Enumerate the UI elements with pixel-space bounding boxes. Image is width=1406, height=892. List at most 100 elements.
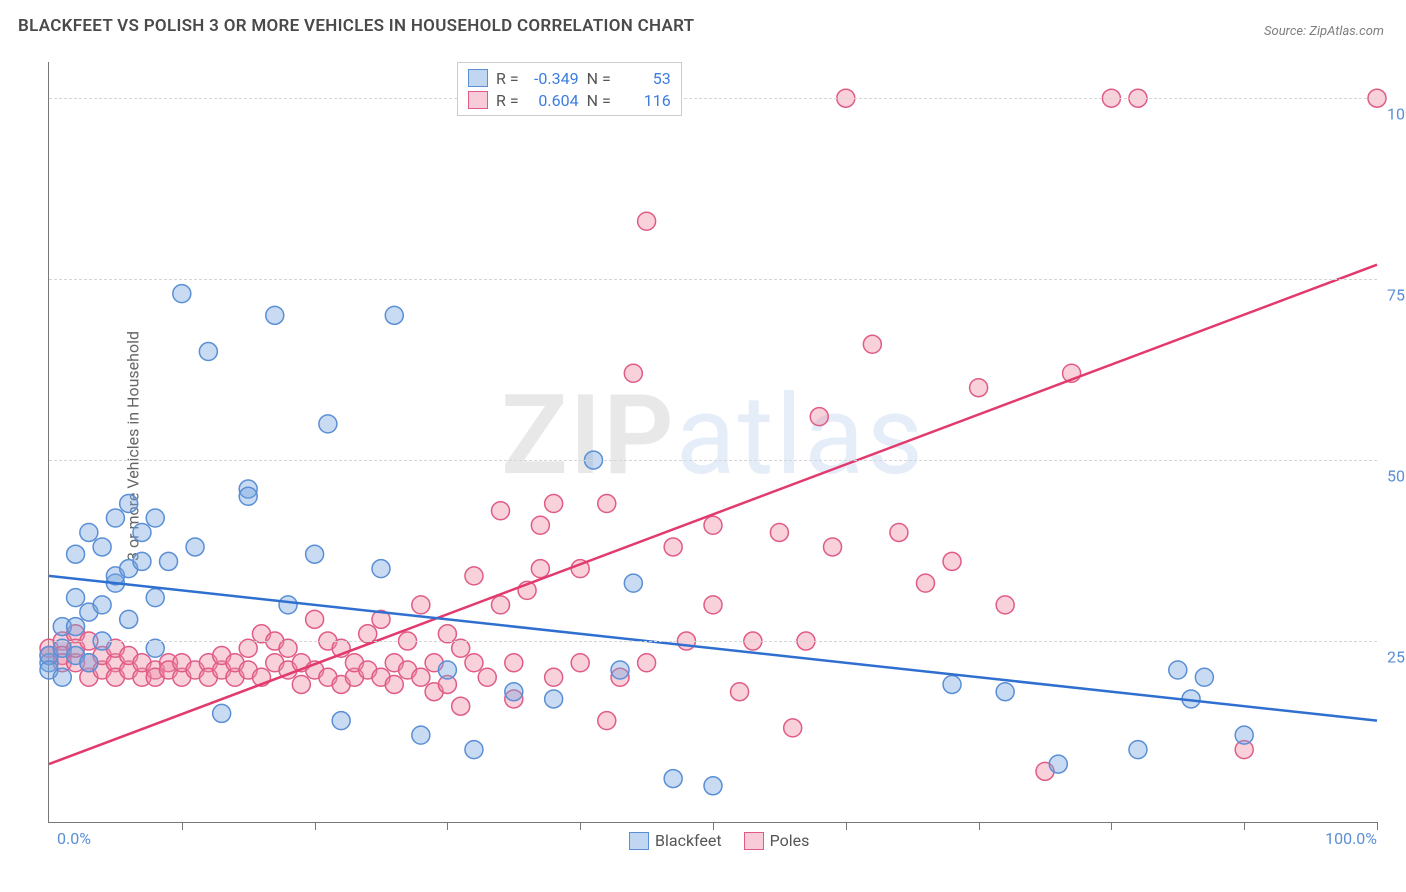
- data-point: [67, 589, 85, 607]
- n-label: N =: [587, 91, 611, 110]
- data-point: [916, 574, 934, 592]
- y-tick-label: 75.0%: [1387, 286, 1406, 305]
- data-point: [133, 552, 151, 570]
- data-point: [531, 560, 549, 578]
- data-point: [93, 538, 111, 556]
- x-tick: [182, 822, 183, 830]
- data-point: [160, 552, 178, 570]
- legend-row-poles: R = 0.604 N = 116: [468, 89, 671, 111]
- data-point: [598, 495, 616, 513]
- legend-label-poles: Poles: [770, 831, 810, 850]
- data-point: [292, 675, 310, 693]
- data-point: [824, 538, 842, 556]
- data-point: [186, 538, 204, 556]
- x-tick: [1111, 822, 1112, 830]
- data-point: [624, 364, 642, 382]
- x-tick: [580, 822, 581, 830]
- data-point: [996, 596, 1014, 614]
- data-point: [638, 654, 656, 672]
- data-point: [664, 538, 682, 556]
- data-point: [890, 523, 908, 541]
- data-point: [505, 654, 523, 672]
- data-point: [996, 683, 1014, 701]
- data-point: [438, 661, 456, 679]
- data-point: [1049, 755, 1067, 773]
- r-label: R =: [496, 91, 519, 110]
- swatch-pink-icon: [468, 91, 488, 109]
- data-point: [531, 516, 549, 534]
- source-attribution: Source: ZipAtlas.com: [1264, 24, 1384, 39]
- poles-r-value: 0.604: [527, 91, 579, 110]
- swatch-blue-icon: [468, 69, 488, 87]
- data-point: [306, 545, 324, 563]
- data-point: [67, 545, 85, 563]
- data-point: [704, 777, 722, 795]
- swatch-pink-icon: [744, 832, 764, 850]
- data-point: [943, 675, 961, 693]
- x-tick: [447, 822, 448, 830]
- legend-row-blackfeet: R = -0.349 N = 53: [468, 67, 671, 89]
- data-point: [412, 596, 430, 614]
- blackfeet-n-value: 53: [619, 69, 671, 88]
- x-axis-label-0: 0.0%: [57, 829, 91, 848]
- data-point: [465, 567, 483, 585]
- data-point: [664, 770, 682, 788]
- data-point: [239, 487, 257, 505]
- gridline: [49, 641, 1377, 642]
- data-point: [545, 668, 563, 686]
- data-point: [465, 741, 483, 759]
- data-point: [1169, 661, 1187, 679]
- data-point: [80, 523, 98, 541]
- legend-item-blackfeet: Blackfeet: [629, 831, 722, 850]
- data-point: [571, 654, 589, 672]
- x-tick: [979, 822, 980, 830]
- data-point: [545, 690, 563, 708]
- data-point: [385, 675, 403, 693]
- data-point: [120, 495, 138, 513]
- data-point: [452, 697, 470, 715]
- data-point: [332, 712, 350, 730]
- data-point: [80, 654, 98, 672]
- correlation-legend: R = -0.349 N = 53 R = 0.604 N = 116: [457, 62, 682, 116]
- data-point: [279, 596, 297, 614]
- x-tick: [846, 822, 847, 830]
- n-label: N =: [587, 69, 611, 88]
- data-point: [412, 668, 430, 686]
- regression-line: [49, 265, 1377, 764]
- data-point: [943, 552, 961, 570]
- data-point: [492, 596, 510, 614]
- data-point: [213, 704, 231, 722]
- data-point: [133, 523, 151, 541]
- data-point: [106, 509, 124, 527]
- legend-label-blackfeet: Blackfeet: [655, 831, 722, 850]
- series-legend: Blackfeet Poles: [629, 831, 809, 850]
- data-point: [146, 509, 164, 527]
- data-point: [784, 719, 802, 737]
- y-tick-label: 100.0%: [1387, 105, 1406, 124]
- data-point: [372, 560, 390, 578]
- data-point: [93, 596, 111, 614]
- data-point: [478, 668, 496, 686]
- data-point: [810, 408, 828, 426]
- data-point: [67, 618, 85, 636]
- data-point: [319, 415, 337, 433]
- data-point: [266, 306, 284, 324]
- gridline: [49, 98, 1377, 99]
- gridline: [49, 460, 1377, 461]
- data-point: [306, 610, 324, 628]
- data-point: [704, 596, 722, 614]
- data-point: [505, 683, 523, 701]
- y-tick-label: 25.0%: [1387, 648, 1406, 667]
- swatch-blue-icon: [629, 832, 649, 850]
- data-point: [624, 574, 642, 592]
- data-point: [173, 285, 191, 303]
- data-point: [53, 668, 71, 686]
- x-tick: [713, 822, 714, 830]
- data-point: [863, 335, 881, 353]
- data-point: [731, 683, 749, 701]
- data-point: [611, 661, 629, 679]
- data-point: [770, 523, 788, 541]
- x-axis-label-100: 100.0%: [1325, 829, 1377, 848]
- poles-n-value: 116: [619, 91, 671, 110]
- data-point: [1195, 668, 1213, 686]
